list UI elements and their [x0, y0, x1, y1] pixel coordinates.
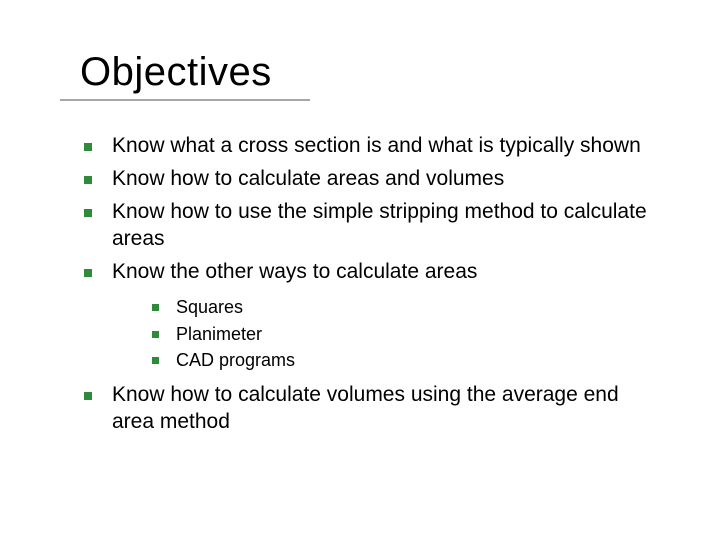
square-bullet-icon	[152, 304, 159, 311]
square-bullet-icon	[152, 357, 159, 364]
square-bullet-icon	[152, 331, 159, 338]
list-item: Know the other ways to calculate areas S…	[80, 259, 660, 373]
list-item-text: Know how to use the simple stripping met…	[112, 200, 647, 250]
title-block: Objectives	[80, 50, 660, 101]
objectives-list: Know what a cross section is and what is…	[80, 133, 660, 436]
list-item-text: CAD programs	[176, 350, 295, 370]
list-item: Squares	[148, 295, 660, 319]
square-bullet-icon	[84, 143, 92, 151]
objectives-sublist: Squares Planimeter CAD programs	[148, 295, 660, 372]
square-bullet-icon	[84, 176, 92, 184]
list-item: Know what a cross section is and what is…	[80, 133, 660, 160]
list-item: Know how to use the simple stripping met…	[80, 199, 660, 253]
slide: Objectives Know what a cross section is …	[0, 0, 720, 540]
list-item-text: Know how to calculate areas and volumes	[112, 167, 504, 190]
list-item-text: Know what a cross section is and what is…	[112, 134, 641, 157]
square-bullet-icon	[84, 392, 92, 400]
list-item-text: Squares	[176, 297, 243, 317]
list-item: Planimeter	[148, 322, 660, 346]
square-bullet-icon	[84, 209, 92, 217]
list-item: Know how to calculate areas and volumes	[80, 166, 660, 193]
list-item: CAD programs	[148, 348, 660, 372]
list-item: Know how to calculate volumes using the …	[80, 382, 660, 436]
list-item-text: Planimeter	[176, 324, 262, 344]
title-underline	[60, 99, 310, 101]
list-item-text: Know how to calculate volumes using the …	[112, 383, 619, 433]
slide-title: Objectives	[80, 50, 660, 95]
square-bullet-icon	[84, 269, 92, 277]
list-item-text: Know the other ways to calculate areas	[112, 260, 477, 283]
